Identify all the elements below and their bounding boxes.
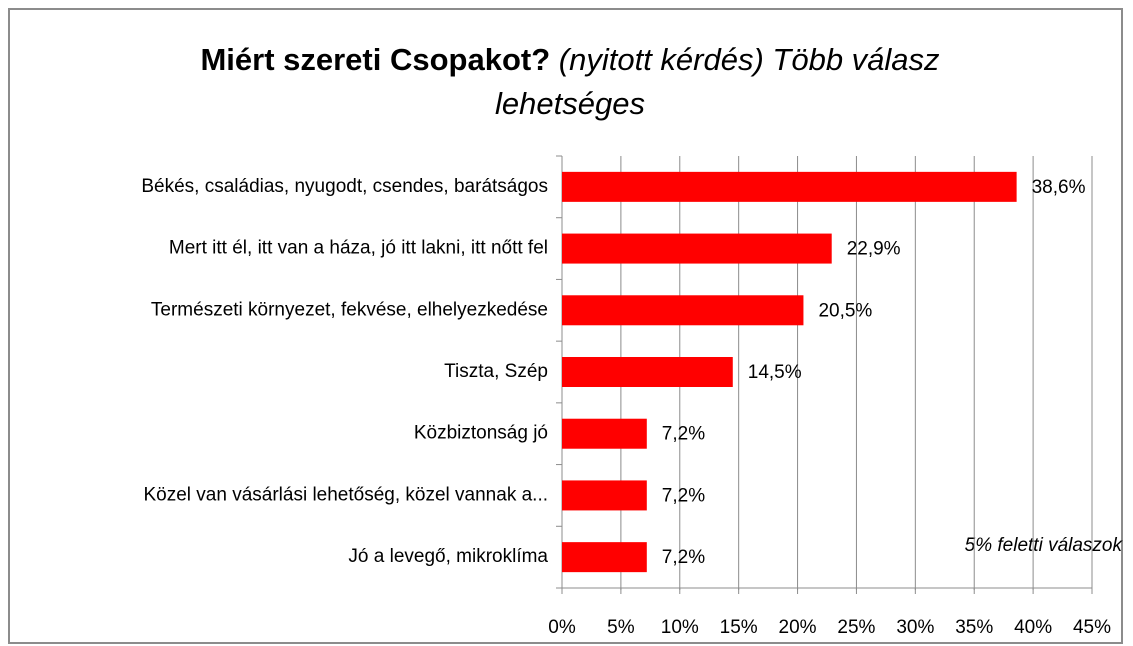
annotation: 5% feletti válaszok <box>965 535 1124 556</box>
bar <box>562 295 804 326</box>
value-label: 7,2% <box>662 485 705 506</box>
bar <box>562 171 1017 202</box>
x-tick-label: 15% <box>720 617 758 638</box>
y-tick-label: Mert itt él, itt van a háza, jó itt lakn… <box>169 238 548 259</box>
value-label: 7,2% <box>662 547 705 568</box>
x-tick-label: 10% <box>661 617 699 638</box>
x-tick-label: 5% <box>607 617 635 638</box>
x-tick-label: 20% <box>779 617 817 638</box>
x-tick-label: 30% <box>896 617 934 638</box>
bar <box>562 357 733 387</box>
chart-subtitle: (nyitott kérdés) Több válasz lehetséges <box>495 42 940 121</box>
y-tick-label: Közel van vásárlási lehetőség, közel van… <box>143 484 548 505</box>
chart-title-block: Miért szereti Csopakot? (nyitott kérdés)… <box>160 38 980 126</box>
bar <box>562 542 647 573</box>
bar <box>562 480 647 511</box>
value-label: 20,5% <box>818 300 872 321</box>
bar <box>562 418 647 449</box>
x-tick-label: 35% <box>955 617 993 638</box>
y-tick-label: Jó a levegő, mikroklíma <box>348 546 548 567</box>
bar <box>562 233 832 264</box>
value-label: 7,2% <box>662 424 705 445</box>
chart-title: Miért szereti Csopakot? <box>200 42 551 77</box>
x-tick-label: 0% <box>548 617 576 638</box>
x-tick-label: 45% <box>1073 617 1111 638</box>
y-tick-label: Tiszta, Szép <box>444 361 548 382</box>
value-label: 22,9% <box>847 239 901 260</box>
value-label: 38,6% <box>1032 177 1086 198</box>
y-tick-label: Békés, családias, nyugodt, csendes, bará… <box>141 176 548 197</box>
chart-frame <box>8 8 1123 644</box>
y-tick-label: Közbiztonság jó <box>414 423 548 444</box>
x-tick-label: 40% <box>1014 617 1052 638</box>
x-tick-label: 25% <box>837 617 875 638</box>
y-tick-label: Természeti környezet, fekvése, elhelyezk… <box>151 299 548 320</box>
value-label: 14,5% <box>748 362 802 383</box>
